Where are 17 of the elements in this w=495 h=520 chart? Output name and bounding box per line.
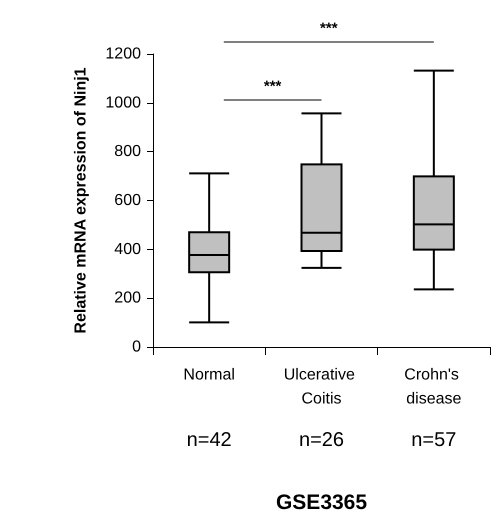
text: n=26 — [298, 429, 344, 451]
y-tick-label: 0 — [132, 338, 142, 356]
y-axis-title: Relative mRNA expression of Ninj1 — [72, 67, 90, 334]
text: n=57 — [411, 429, 456, 451]
y-tick-label: 400 — [114, 240, 142, 258]
x-tick-label: Crohn's disease — [404, 366, 464, 408]
y-tick-label: 1200 — [105, 46, 142, 62]
x-tick-label: Ulcerative Coitis — [284, 366, 360, 408]
x-tick-label: Normal — [183, 366, 235, 384]
x-axis-title: GSE3365 — [276, 491, 368, 514]
annotation: *** — [264, 78, 282, 95]
y-tick-label: 1000 — [105, 94, 142, 112]
text: n=42 — [186, 429, 232, 451]
y-tick-label: 800 — [114, 143, 142, 160]
y-tick-label: 600 — [114, 192, 142, 209]
y-tick-label: 200 — [114, 290, 142, 307]
text: *** — [320, 20, 338, 37]
